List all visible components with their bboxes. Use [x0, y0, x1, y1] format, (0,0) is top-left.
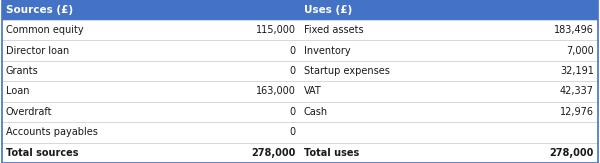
Text: Common equity: Common equity [6, 25, 83, 35]
Text: 163,000: 163,000 [256, 87, 296, 96]
Text: 42,337: 42,337 [560, 87, 594, 96]
Text: 278,000: 278,000 [550, 148, 594, 158]
Text: 0: 0 [290, 127, 296, 137]
Text: Director loan: Director loan [6, 46, 69, 56]
Text: Total uses: Total uses [304, 148, 359, 158]
Text: Startup expenses: Startup expenses [304, 66, 390, 76]
Text: VAT: VAT [304, 87, 322, 96]
Text: 0: 0 [290, 46, 296, 56]
Text: Loan: Loan [6, 87, 29, 96]
Text: Total sources: Total sources [6, 148, 79, 158]
Text: Overdraft: Overdraft [6, 107, 53, 117]
Text: 32,191: 32,191 [560, 66, 594, 76]
Text: 0: 0 [290, 107, 296, 117]
Text: 7,000: 7,000 [566, 46, 594, 56]
Bar [2, 0, 598, 20]
Text: Fixed assets: Fixed assets [304, 25, 364, 35]
Text: 0: 0 [290, 66, 296, 76]
Text: Cash: Cash [304, 107, 328, 117]
Text: Sources (£): Sources (£) [6, 5, 73, 15]
Text: Grants: Grants [6, 66, 39, 76]
Text: Accounts payables: Accounts payables [6, 127, 98, 137]
Text: 12,976: 12,976 [560, 107, 594, 117]
Text: 115,000: 115,000 [256, 25, 296, 35]
Text: Uses (£): Uses (£) [304, 5, 352, 15]
Text: Inventory: Inventory [304, 46, 350, 56]
Text: 183,496: 183,496 [554, 25, 594, 35]
Text: 278,000: 278,000 [251, 148, 296, 158]
